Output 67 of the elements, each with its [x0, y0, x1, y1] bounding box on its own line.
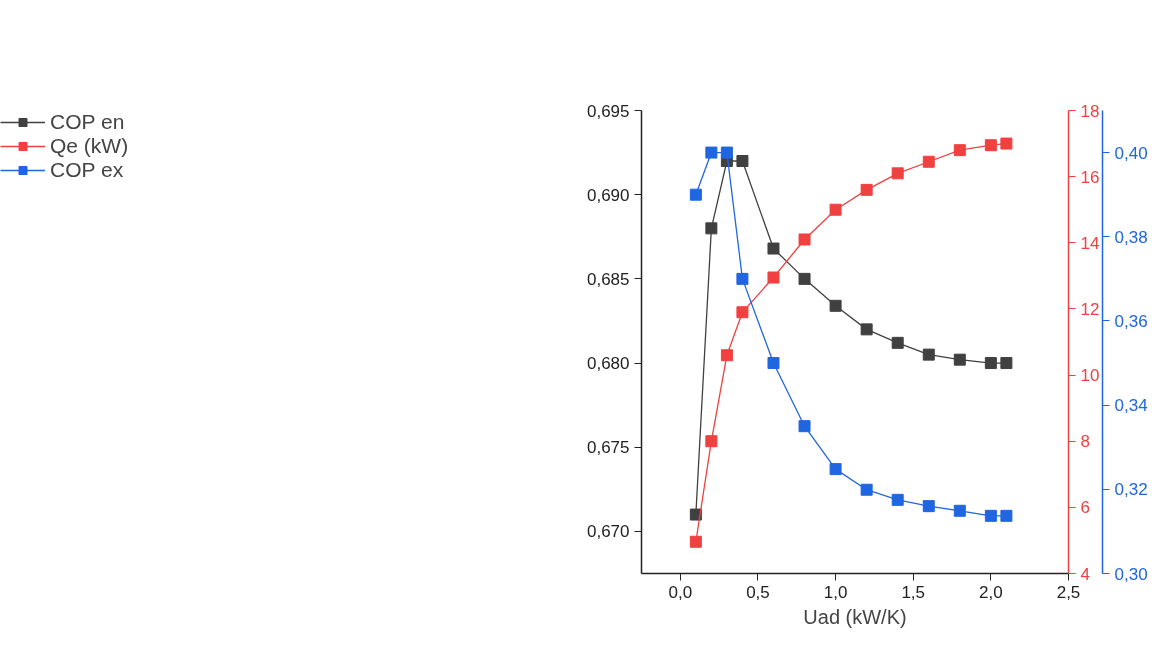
- point: [860, 323, 873, 336]
- y2-tick-label: 14: [1080, 233, 1100, 253]
- point: [860, 483, 873, 496]
- x-tick-label: 0,5: [746, 582, 770, 602]
- y-tick-label: 0,690: [586, 185, 630, 205]
- x-tick-label: 0,0: [668, 582, 693, 602]
- point: [689, 188, 702, 201]
- point: [891, 336, 904, 349]
- point: [705, 146, 718, 159]
- point: [767, 271, 780, 284]
- x-tick-label: 2,5: [1056, 582, 1081, 602]
- point: [736, 155, 749, 168]
- point: [829, 203, 842, 216]
- point: [829, 463, 842, 476]
- y3-tick-label: 0,38: [1114, 227, 1148, 247]
- y3-tick-label: 0,32: [1114, 480, 1148, 500]
- point: [891, 493, 904, 506]
- point: [829, 299, 842, 312]
- point: [922, 155, 935, 168]
- x-tick-label: 1,0: [823, 582, 848, 602]
- point: [736, 306, 749, 319]
- point: [720, 349, 733, 362]
- point: [720, 146, 733, 159]
- x-tick-label: 1,5: [901, 582, 926, 602]
- point: [1000, 137, 1013, 150]
- point: [705, 222, 718, 235]
- point: [922, 500, 935, 513]
- x-tick-label: 2,0: [979, 582, 1003, 602]
- y3-tick-label: 0,30: [1114, 564, 1148, 584]
- point: [953, 353, 966, 366]
- y2-tick-label: 6: [1080, 498, 1090, 518]
- point: [798, 272, 811, 285]
- y-tick-label: 0,680: [586, 354, 630, 374]
- y2-tick-label: 8: [1080, 432, 1090, 452]
- point: [984, 357, 997, 370]
- y2-tick-label: 4: [1080, 564, 1090, 584]
- point: [1000, 357, 1013, 370]
- point: [736, 272, 749, 285]
- y2-tick-label: 10: [1080, 366, 1100, 386]
- y-tick-label: 0,675: [586, 438, 630, 458]
- point: [953, 144, 966, 157]
- point: [984, 139, 997, 152]
- y-tick-label: 0,685: [586, 269, 630, 289]
- legend-label: Qe (kW): [50, 134, 129, 158]
- y3-tick-label: 0,36: [1114, 311, 1148, 331]
- legend-label: COP en: [50, 110, 125, 134]
- point: [689, 535, 702, 548]
- point: [798, 233, 811, 246]
- point: [891, 167, 904, 180]
- y2-tick-label: 12: [1080, 299, 1100, 319]
- point: [984, 509, 997, 522]
- y2-tick-label: 16: [1080, 167, 1100, 187]
- y-tick-label: 0,670: [586, 522, 630, 542]
- y3-tick-label: 0,34: [1114, 396, 1148, 416]
- point: [767, 242, 780, 255]
- legend-label: COP ex: [50, 158, 124, 182]
- point: [953, 504, 966, 517]
- point: [922, 348, 935, 361]
- y2-tick-label: 18: [1080, 101, 1100, 121]
- point: [705, 435, 718, 448]
- y3-tick-label: 0,40: [1114, 143, 1148, 163]
- point: [798, 420, 811, 433]
- y-tick-label: 0,695: [586, 101, 630, 121]
- x-axis-title: Uad (kW/K): [803, 605, 907, 628]
- point: [1000, 509, 1013, 522]
- point: [767, 357, 780, 370]
- point: [860, 183, 873, 196]
